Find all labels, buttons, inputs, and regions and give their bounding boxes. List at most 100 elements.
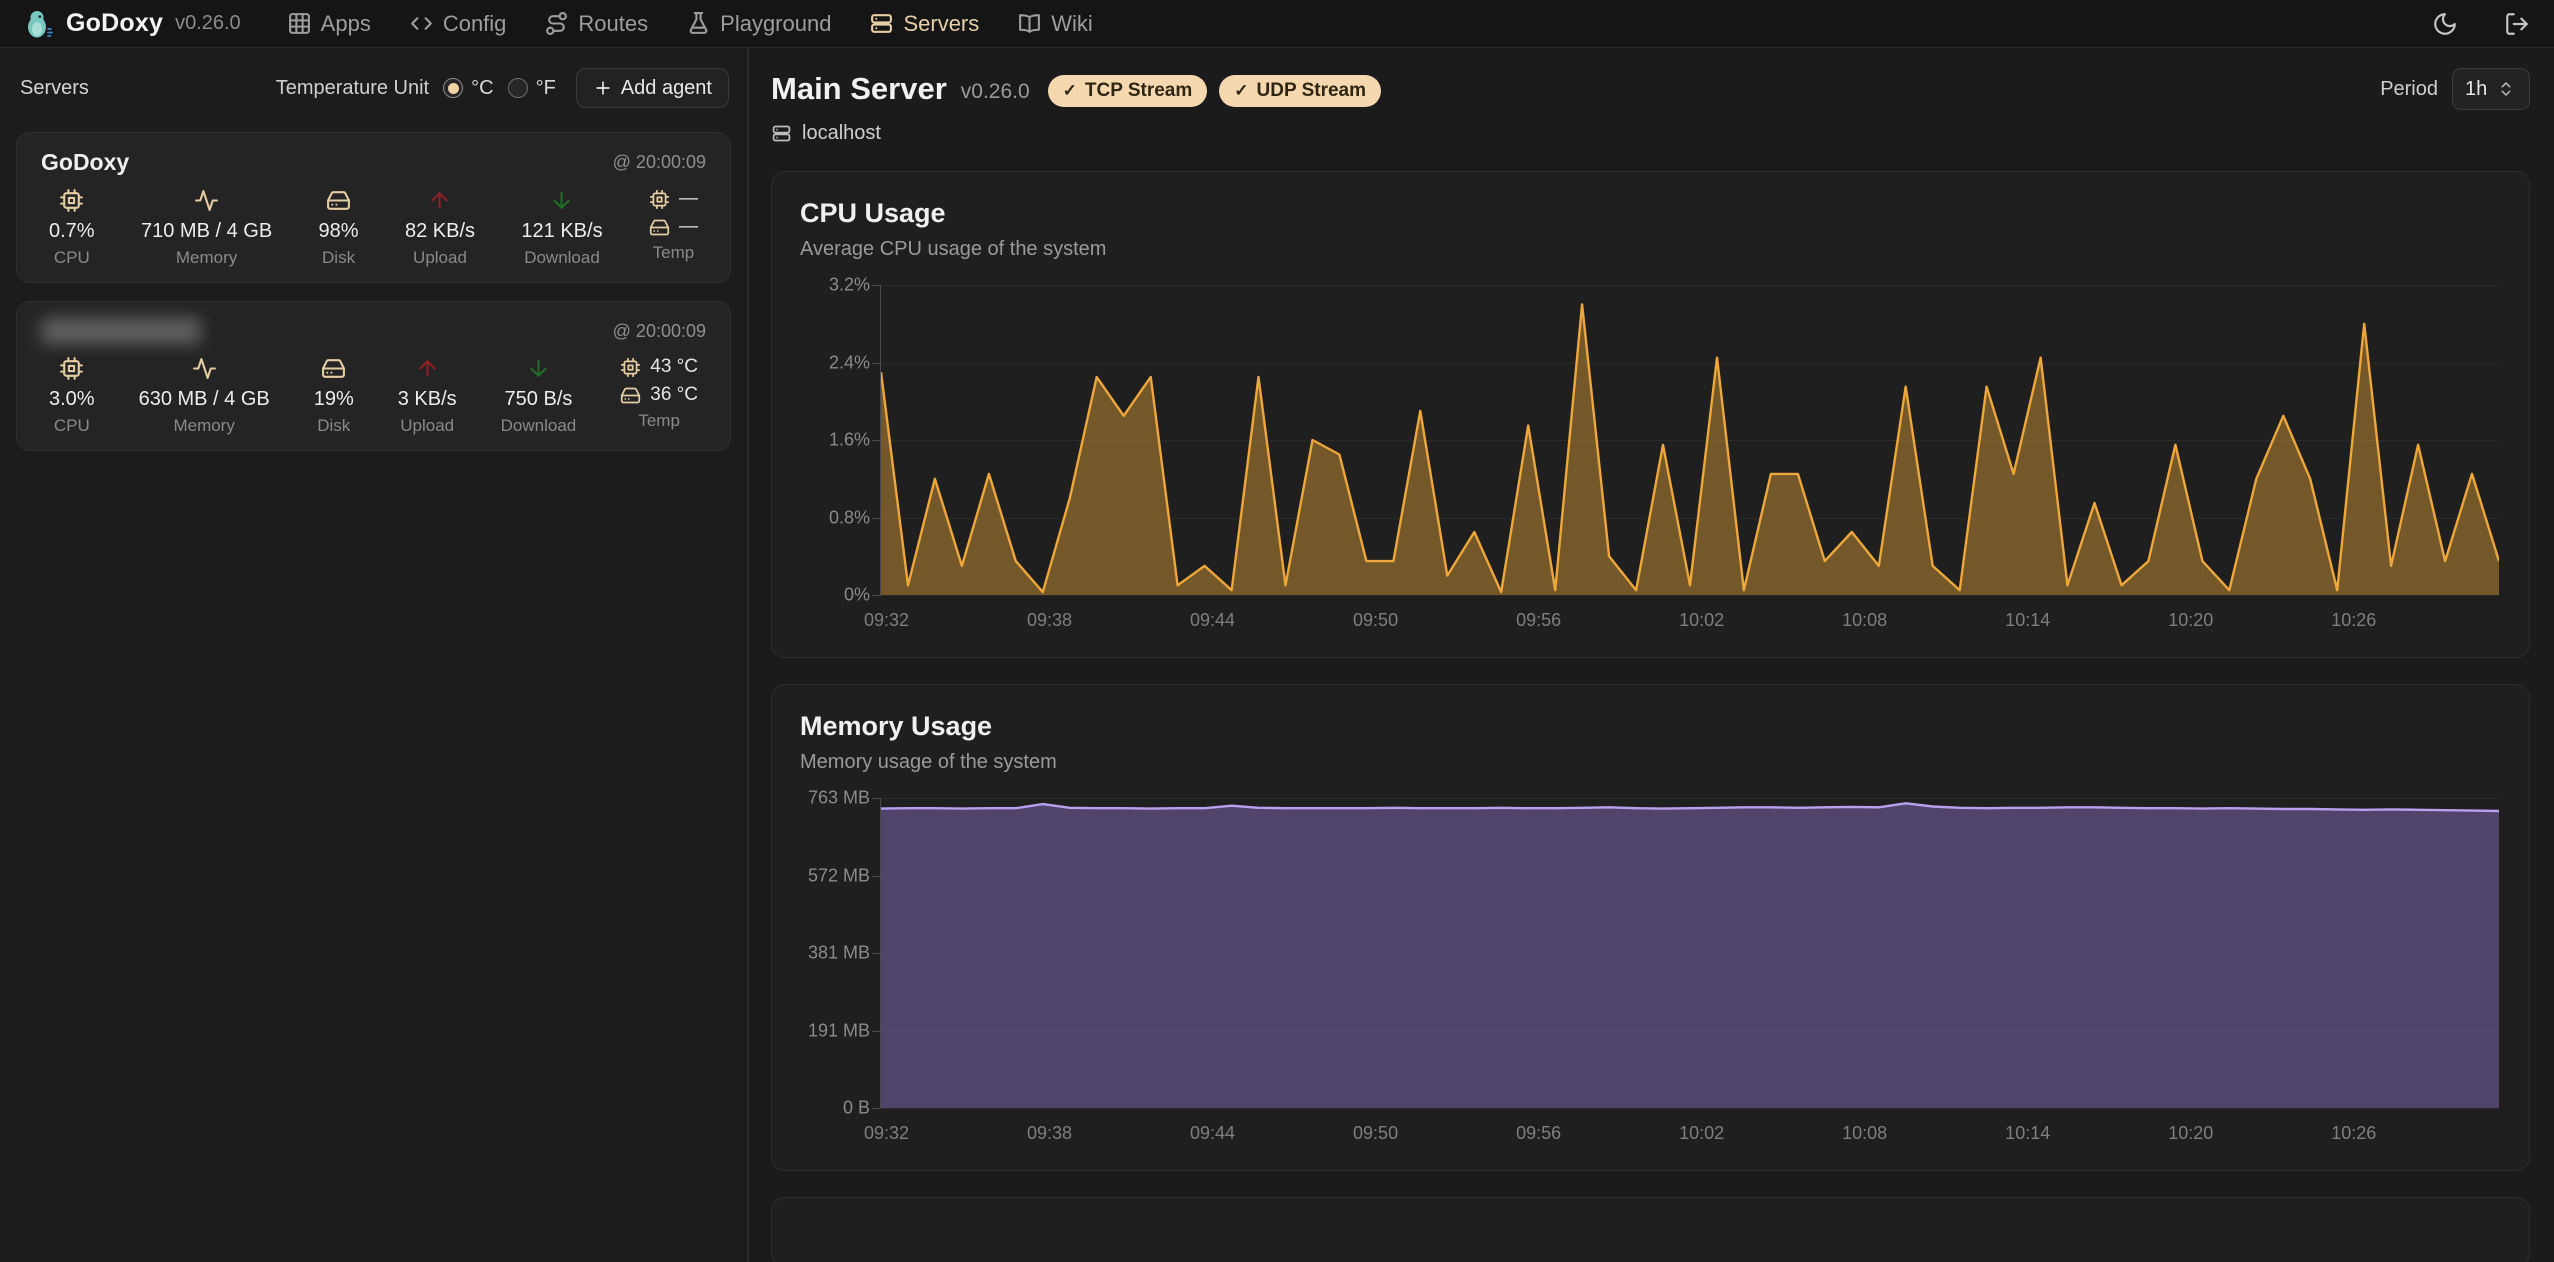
cpu-icon: [60, 357, 84, 380]
download-stat: 121 KB/s Download: [521, 188, 603, 268]
nav-item-config[interactable]: Config: [409, 11, 506, 37]
x-axis-label: 10:26: [2331, 1123, 2377, 1143]
upload-value: 3 KB/s: [397, 388, 457, 410]
gridline: [881, 1030, 2499, 1032]
axis-tick: [872, 440, 881, 441]
cpu-stat: 3.0% CPU: [49, 356, 95, 436]
cpu-label: CPU: [53, 248, 90, 267]
nav-item-servers[interactable]: Servers: [869, 11, 979, 37]
nav-item-wiki[interactable]: Wiki: [1017, 11, 1093, 37]
period-select[interactable]: 1h: [2452, 68, 2530, 110]
x-axis-label: 10:26: [2331, 610, 2377, 630]
disk-stat: 19% Disk: [314, 356, 354, 436]
add-agent-button[interactable]: Add agent: [575, 68, 729, 108]
moon-icon[interactable]: [2432, 11, 2458, 37]
cpu-value: 0.7%: [49, 220, 95, 242]
nav-item-label: Servers: [903, 10, 980, 36]
cpu-label: CPU: [53, 416, 90, 435]
udp-stream-badge: ✓ UDP Stream: [1219, 75, 1381, 107]
period-value: 1h: [2465, 77, 2488, 100]
badge-label: TCP Stream: [1084, 80, 1193, 101]
nav-item-routes[interactable]: Routes: [544, 11, 648, 37]
server-stats-row: 0.7% CPU 710 MB / 4 GB Memory 98% Disk 8…: [41, 188, 706, 268]
y-axis-label: 381 MB: [807, 942, 870, 963]
upload-stat: 3 KB/s Upload: [398, 356, 457, 436]
check-icon: ✓: [1234, 81, 1249, 100]
period-group: Period 1h: [2380, 68, 2530, 110]
x-axis-label: 10:20: [2168, 610, 2214, 630]
cpu-icon: [621, 357, 641, 377]
disk-temp-value: —: [678, 216, 698, 237]
chart-title: CPU Usage: [800, 198, 946, 228]
y-axis: 3.2% 2.4% 1.6% 0.8% 0%: [800, 275, 880, 605]
memory-area-chart: [872, 798, 2499, 1109]
next-card-partial: [771, 1197, 2530, 1262]
axis-tick: [872, 362, 881, 364]
server-icon: [772, 125, 791, 142]
chart-body: 3.2% 2.4% 1.6% 0.8% 0% 09:32 09:38 09:44 09:50 0…: [800, 275, 2499, 639]
page-title: Main Server: [771, 71, 947, 106]
temperature-unit-label: Temperature Unit: [275, 76, 430, 99]
host-name: localhost: [802, 122, 881, 144]
nav-item-playground[interactable]: Playground: [686, 11, 831, 37]
memory-stat: 710 MB / 4 GB Memory: [141, 188, 272, 268]
cpu-icon: [60, 189, 84, 212]
axis-tick: [872, 595, 881, 596]
axis-tick: [872, 1108, 881, 1109]
arrow-down-icon: [553, 192, 571, 209]
download-label: Download: [524, 248, 600, 267]
hard-drive-icon: [327, 191, 351, 210]
temp-label: Temp: [638, 411, 680, 430]
disk-label: Disk: [322, 248, 356, 267]
y-axis-label: 191 MB: [807, 1020, 870, 1040]
upload-label: Upload: [413, 248, 467, 267]
axis-tick: [872, 517, 881, 519]
nav-item-label: Wiki: [1051, 10, 1093, 36]
activity-icon: [195, 190, 219, 211]
y-axis-label: 0.8%: [828, 507, 870, 527]
plus-icon: [596, 81, 610, 95]
chart-body: 763 MB 572 MB 381 MB 191 MB 0 B 09:32 09:38 09…: [800, 788, 2499, 1152]
nav-item-label: Playground: [720, 10, 832, 36]
radio-selected-icon: [443, 78, 464, 98]
x-axis-label: 09:56: [1516, 610, 1562, 630]
brand[interactable]: GoDoxy v0.26.0: [24, 8, 241, 40]
chart-title: Memory Usage: [800, 711, 993, 741]
server-card-redacted[interactable]: @ 20:00:09 3.0% CPU 630 MB / 4 GB Memory…: [16, 301, 731, 451]
memory-label: Memory: [175, 248, 238, 267]
upload-label: Upload: [400, 416, 455, 435]
servers-sidebar: Servers Temperature Unit °C °F Add agent: [0, 48, 749, 1262]
x-axis: 09:32 09:38 09:44 09:50 09:56 10:02 10:08 10:14…: [864, 595, 2499, 639]
sidebar-title: Servers: [20, 76, 89, 99]
server-card-godoxy[interactable]: GoDoxy @ 20:00:09 0.7% CPU 710 MB / 4 GB…: [16, 132, 731, 283]
x-axis-label: 10:02: [1679, 1123, 1725, 1143]
logout-icon[interactable]: [2504, 11, 2530, 37]
gridline: [881, 517, 2499, 519]
grid-icon: [288, 13, 310, 34]
nav-menu: Apps Config Routes Playground Servers Wi…: [287, 11, 1093, 37]
nav-item-apps[interactable]: Apps: [287, 11, 371, 37]
fahrenheit-label: °F: [535, 76, 556, 99]
temp-stat: 43 °C 36 °C Temp: [620, 356, 698, 436]
memory-value: 630 MB / 4 GB: [138, 388, 270, 410]
x-axis-label: 09:44: [1190, 1123, 1236, 1143]
temp-stat: — — Temp: [649, 188, 698, 268]
y-axis: 763 MB 572 MB 381 MB 191 MB 0 B: [800, 788, 880, 1118]
chevrons-up-down-icon: [2501, 82, 2511, 96]
server-version: v0.26.0: [960, 80, 1030, 103]
celsius-radio[interactable]: °C: [443, 77, 494, 100]
gridline: [881, 953, 2499, 954]
activity-icon: [192, 358, 216, 379]
period-label: Period: [2380, 77, 2438, 100]
disk-label: Disk: [317, 416, 351, 435]
cpu-stat: 0.7% CPU: [49, 188, 95, 268]
axis-tick: [872, 285, 881, 286]
brand-name: GoDoxy: [66, 9, 164, 37]
disk-stat: 98% Disk: [319, 188, 359, 268]
fahrenheit-radio[interactable]: °F: [507, 76, 556, 100]
x-axis-label: 09:38: [1026, 610, 1073, 630]
arrow-up-icon: [431, 192, 449, 209]
arrow-down-icon: [530, 360, 547, 377]
memory-label: Memory: [173, 416, 235, 435]
y-axis-label: 572 MB: [807, 865, 870, 885]
